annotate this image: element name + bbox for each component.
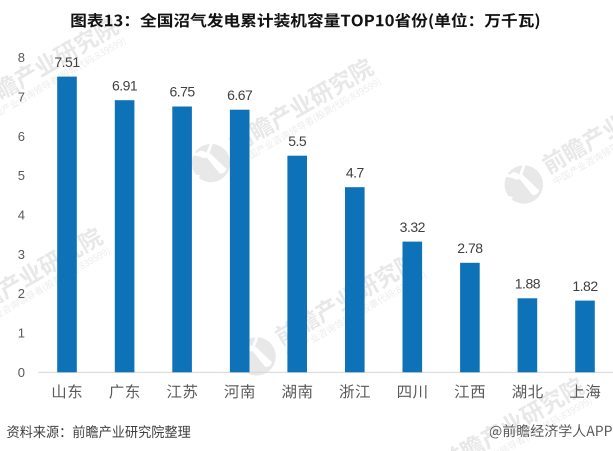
svg-text:6: 6 [18,129,25,144]
svg-text:5: 5 [18,168,25,183]
svg-text:2: 2 [18,286,25,301]
svg-text:2.78: 2.78 [457,240,483,256]
svg-text:6.91: 6.91 [112,77,138,93]
svg-text:4.7: 4.7 [346,164,365,180]
svg-text:1: 1 [18,326,25,341]
svg-text:3: 3 [18,247,25,262]
svg-text:5.5: 5.5 [288,133,307,149]
svg-text:8: 8 [18,50,25,65]
svg-text:7: 7 [18,89,25,104]
svg-text:6.67: 6.67 [227,87,253,103]
svg-text:6.75: 6.75 [169,84,195,100]
svg-text:1.82: 1.82 [572,278,598,294]
svg-text:4: 4 [18,208,25,223]
svg-text:3.32: 3.32 [400,219,426,235]
svg-text:7.51: 7.51 [54,54,80,70]
svg-text:0: 0 [18,365,25,380]
svg-text:1.88: 1.88 [515,276,541,292]
